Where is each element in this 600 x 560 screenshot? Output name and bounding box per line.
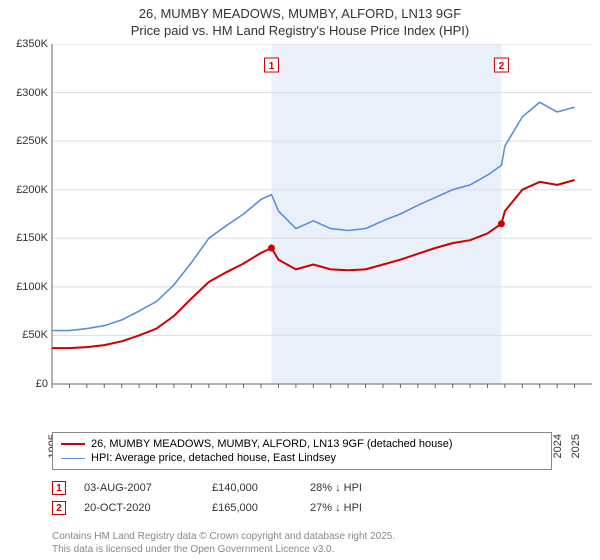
sale-date: 03-AUG-2007	[84, 482, 194, 494]
sale-price: £140,000	[212, 482, 292, 494]
sales-table: 1 03-AUG-2007 £140,000 28% ↓ HPI 2 20-OCT-202…	[52, 478, 400, 518]
legend-label: HPI: Average price, detached house, East…	[91, 452, 336, 464]
sale-date: 20-OCT-2020	[84, 502, 194, 514]
legend-swatch	[61, 458, 85, 459]
y-axis-label: £250K	[16, 135, 48, 147]
x-axis-label: 2025	[570, 434, 582, 458]
x-axis-label: 2024	[552, 434, 564, 458]
y-axis-label: £150K	[16, 232, 48, 244]
y-axis-label: £200K	[16, 184, 48, 196]
legend-row: 26, MUMBY MEADOWS, MUMBY, ALFORD, LN13 9…	[61, 437, 543, 451]
svg-text:1: 1	[269, 61, 275, 72]
title-line-2: Price paid vs. HM Land Registry's House …	[0, 23, 600, 40]
sale-delta: 27% ↓ HPI	[310, 502, 400, 514]
chart-svg: 12	[0, 44, 600, 424]
y-axis-label: £0	[36, 378, 48, 390]
legend-row: HPI: Average price, detached house, East…	[61, 451, 543, 465]
legend-swatch	[61, 443, 85, 445]
sale-delta: 28% ↓ HPI	[310, 482, 400, 494]
chart-title: 26, MUMBY MEADOWS, MUMBY, ALFORD, LN13 9…	[0, 0, 600, 40]
sale-price: £165,000	[212, 502, 292, 514]
sale-marker-icon: 2	[52, 501, 66, 515]
sale-marker-icon: 1	[52, 481, 66, 495]
sale-row: 2 20-OCT-2020 £165,000 27% ↓ HPI	[52, 498, 400, 518]
y-axis-label: £350K	[16, 38, 48, 50]
title-line-1: 26, MUMBY MEADOWS, MUMBY, ALFORD, LN13 9…	[0, 6, 600, 23]
chart-area: 12 1995199619971998199920002001200220032…	[0, 44, 600, 424]
y-axis-label: £100K	[16, 281, 48, 293]
svg-text:2: 2	[499, 61, 505, 72]
footer-attribution: Contains HM Land Registry data © Crown c…	[52, 530, 395, 556]
y-axis-label: £300K	[16, 87, 48, 99]
sale-row: 1 03-AUG-2007 £140,000 28% ↓ HPI	[52, 478, 400, 498]
footer-line-1: Contains HM Land Registry data © Crown c…	[52, 530, 395, 543]
legend: 26, MUMBY MEADOWS, MUMBY, ALFORD, LN13 9…	[52, 432, 552, 470]
legend-label: 26, MUMBY MEADOWS, MUMBY, ALFORD, LN13 9…	[91, 438, 453, 450]
footer-line-2: This data is licensed under the Open Gov…	[52, 543, 395, 556]
y-axis-label: £50K	[22, 329, 48, 341]
